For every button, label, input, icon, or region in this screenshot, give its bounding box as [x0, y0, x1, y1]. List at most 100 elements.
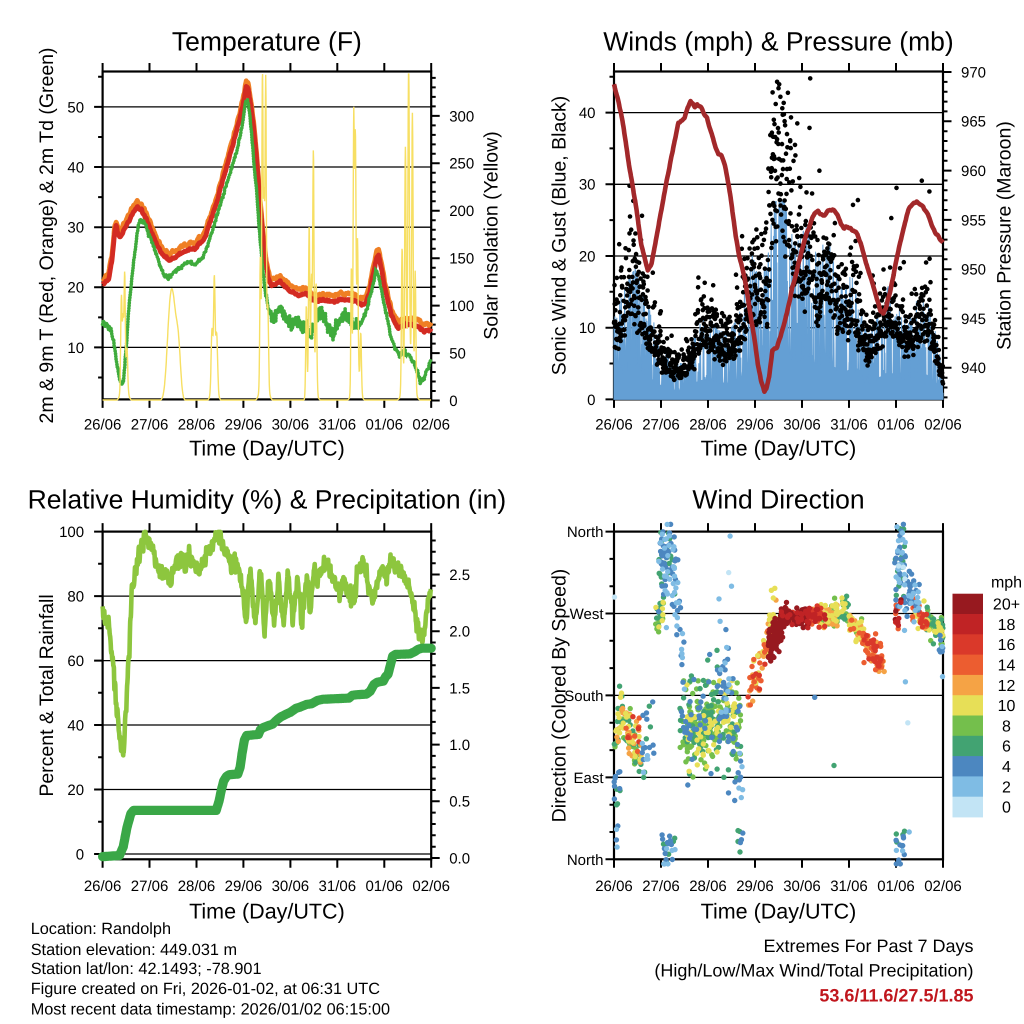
svg-text:mph: mph — [991, 575, 1022, 592]
svg-text:200: 200 — [449, 203, 474, 220]
svg-text:300: 300 — [449, 108, 474, 125]
svg-text:2: 2 — [1002, 779, 1011, 796]
svg-text:50: 50 — [449, 345, 466, 362]
svg-text:(High/Low/Max Wind/Total Preci: (High/Low/Max Wind/Total Precipitation) — [654, 961, 973, 981]
svg-text:965: 965 — [961, 114, 986, 131]
svg-text:Figure created on Fri, 2026-01: Figure created on Fri, 2026-01-02, at 06… — [31, 980, 381, 998]
svg-text:01/06: 01/06 — [877, 878, 915, 895]
svg-text:100: 100 — [59, 524, 84, 541]
svg-text:01/06: 01/06 — [877, 416, 915, 433]
svg-text:29/06: 29/06 — [225, 878, 263, 895]
svg-text:Winds (mph) & Pressure (mb): Winds (mph) & Pressure (mb) — [603, 27, 953, 57]
svg-text:30: 30 — [67, 220, 84, 237]
svg-text:60: 60 — [67, 653, 84, 670]
svg-text:North: North — [567, 852, 604, 869]
svg-text:53.6/11.6/27.5/1.85: 53.6/11.6/27.5/1.85 — [819, 985, 973, 1005]
svg-text:150: 150 — [449, 251, 474, 268]
svg-text:North: North — [567, 524, 604, 541]
svg-text:10: 10 — [579, 320, 596, 337]
svg-text:Solar Insolation (Yellow): Solar Insolation (Yellow) — [480, 131, 502, 339]
svg-text:Sonic Wind & Gust (Blue, Black: Sonic Wind & Gust (Blue, Black) — [548, 96, 570, 376]
svg-text:2.0: 2.0 — [449, 624, 470, 641]
svg-text:31/06: 31/06 — [830, 878, 868, 895]
svg-text:31/06: 31/06 — [319, 878, 357, 895]
svg-text:29/06: 29/06 — [736, 416, 774, 433]
svg-text:29/06: 29/06 — [736, 878, 774, 895]
svg-text:0: 0 — [76, 846, 84, 863]
svg-text:South: South — [564, 688, 603, 705]
svg-text:20: 20 — [579, 248, 596, 265]
svg-text:Wind Direction: Wind Direction — [692, 485, 864, 515]
svg-text:26/06: 26/06 — [84, 878, 122, 895]
svg-text:80: 80 — [67, 588, 84, 605]
svg-text:Time (Day/UTC): Time (Day/UTC) — [701, 437, 857, 461]
svg-text:16: 16 — [998, 637, 1016, 654]
svg-text:0: 0 — [449, 393, 457, 410]
svg-text:10: 10 — [998, 698, 1016, 715]
svg-text:14: 14 — [998, 658, 1016, 675]
svg-text:Location: Randolph: Location: Randolph — [31, 920, 171, 938]
svg-text:945: 945 — [961, 311, 986, 328]
svg-text:02/06: 02/06 — [924, 416, 962, 433]
svg-text:27/06: 27/06 — [131, 416, 169, 433]
svg-text:31/06: 31/06 — [319, 416, 357, 433]
svg-text:01/06: 01/06 — [365, 878, 403, 895]
svg-text:East: East — [573, 770, 604, 787]
svg-text:50: 50 — [67, 99, 84, 116]
svg-text:955: 955 — [961, 212, 986, 229]
svg-text:02/06: 02/06 — [412, 416, 450, 433]
svg-text:Direction (Colored By Speed): Direction (Colored By Speed) — [548, 569, 570, 823]
svg-text:28/06: 28/06 — [178, 416, 216, 433]
svg-text:29/06: 29/06 — [225, 416, 263, 433]
svg-text:27/06: 27/06 — [642, 416, 680, 433]
svg-text:40: 40 — [67, 159, 84, 176]
svg-text:Extremes For Past 7 Days: Extremes For Past 7 Days — [763, 936, 973, 956]
svg-text:0.5: 0.5 — [449, 794, 470, 811]
svg-text:960: 960 — [961, 163, 986, 180]
svg-text:18: 18 — [998, 617, 1016, 634]
svg-text:28/06: 28/06 — [689, 878, 727, 895]
svg-text:970: 970 — [961, 64, 986, 81]
svg-text:0: 0 — [1002, 800, 1011, 817]
svg-text:40: 40 — [579, 105, 596, 122]
svg-text:30/06: 30/06 — [272, 878, 310, 895]
svg-text:28/06: 28/06 — [689, 416, 727, 433]
svg-text:02/06: 02/06 — [412, 878, 450, 895]
svg-text:2m & 9m T (Red, Orange) & 2m T: 2m & 9m T (Red, Orange) & 2m Td (Green) — [36, 47, 58, 423]
svg-text:30/06: 30/06 — [783, 416, 821, 433]
svg-text:6: 6 — [1002, 739, 1011, 756]
svg-text:01/06: 01/06 — [365, 416, 403, 433]
svg-text:950: 950 — [961, 262, 986, 279]
svg-text:31/06: 31/06 — [830, 416, 868, 433]
svg-text:Time (Day/UTC): Time (Day/UTC) — [189, 900, 345, 924]
svg-text:West: West — [570, 606, 605, 623]
svg-text:4: 4 — [1002, 759, 1011, 776]
svg-text:940: 940 — [961, 360, 986, 377]
svg-text:02/06: 02/06 — [924, 878, 962, 895]
svg-text:40: 40 — [67, 717, 84, 734]
svg-text:27/06: 27/06 — [642, 878, 680, 895]
svg-text:Time (Day/UTC): Time (Day/UTC) — [189, 437, 345, 461]
svg-text:2.5: 2.5 — [449, 567, 470, 584]
svg-text:Station lat/lon: 42.1493; -78.: Station lat/lon: 42.1493; -78.901 — [31, 960, 262, 978]
svg-text:26/06: 26/06 — [595, 416, 633, 433]
svg-text:8: 8 — [1002, 718, 1011, 735]
svg-text:20: 20 — [67, 280, 84, 297]
svg-text:Station elevation: 449.031 m: Station elevation: 449.031 m — [31, 941, 237, 959]
svg-text:Percent & Total Rainfall: Percent & Total Rainfall — [36, 594, 58, 796]
svg-text:Station Pressure (Maroon): Station Pressure (Maroon) — [993, 121, 1015, 350]
svg-text:20: 20 — [67, 782, 84, 799]
svg-text:28/06: 28/06 — [178, 878, 216, 895]
svg-text:20+: 20+ — [993, 597, 1020, 614]
svg-text:100: 100 — [449, 298, 474, 315]
svg-text:1.0: 1.0 — [449, 737, 470, 754]
svg-text:10: 10 — [67, 340, 84, 357]
svg-text:30/06: 30/06 — [783, 878, 821, 895]
svg-text:1.5: 1.5 — [449, 680, 470, 697]
svg-text:0.0: 0.0 — [449, 850, 470, 867]
svg-text:27/06: 27/06 — [131, 878, 169, 895]
svg-text:Time (Day/UTC): Time (Day/UTC) — [701, 900, 857, 924]
svg-text:Relative Humidity (%) & Precip: Relative Humidity (%) & Precipitation (i… — [28, 485, 507, 515]
svg-text:Most recent data timestamp: 20: Most recent data timestamp: 2026/01/02 0… — [31, 1001, 390, 1019]
svg-text:26/06: 26/06 — [84, 416, 122, 433]
